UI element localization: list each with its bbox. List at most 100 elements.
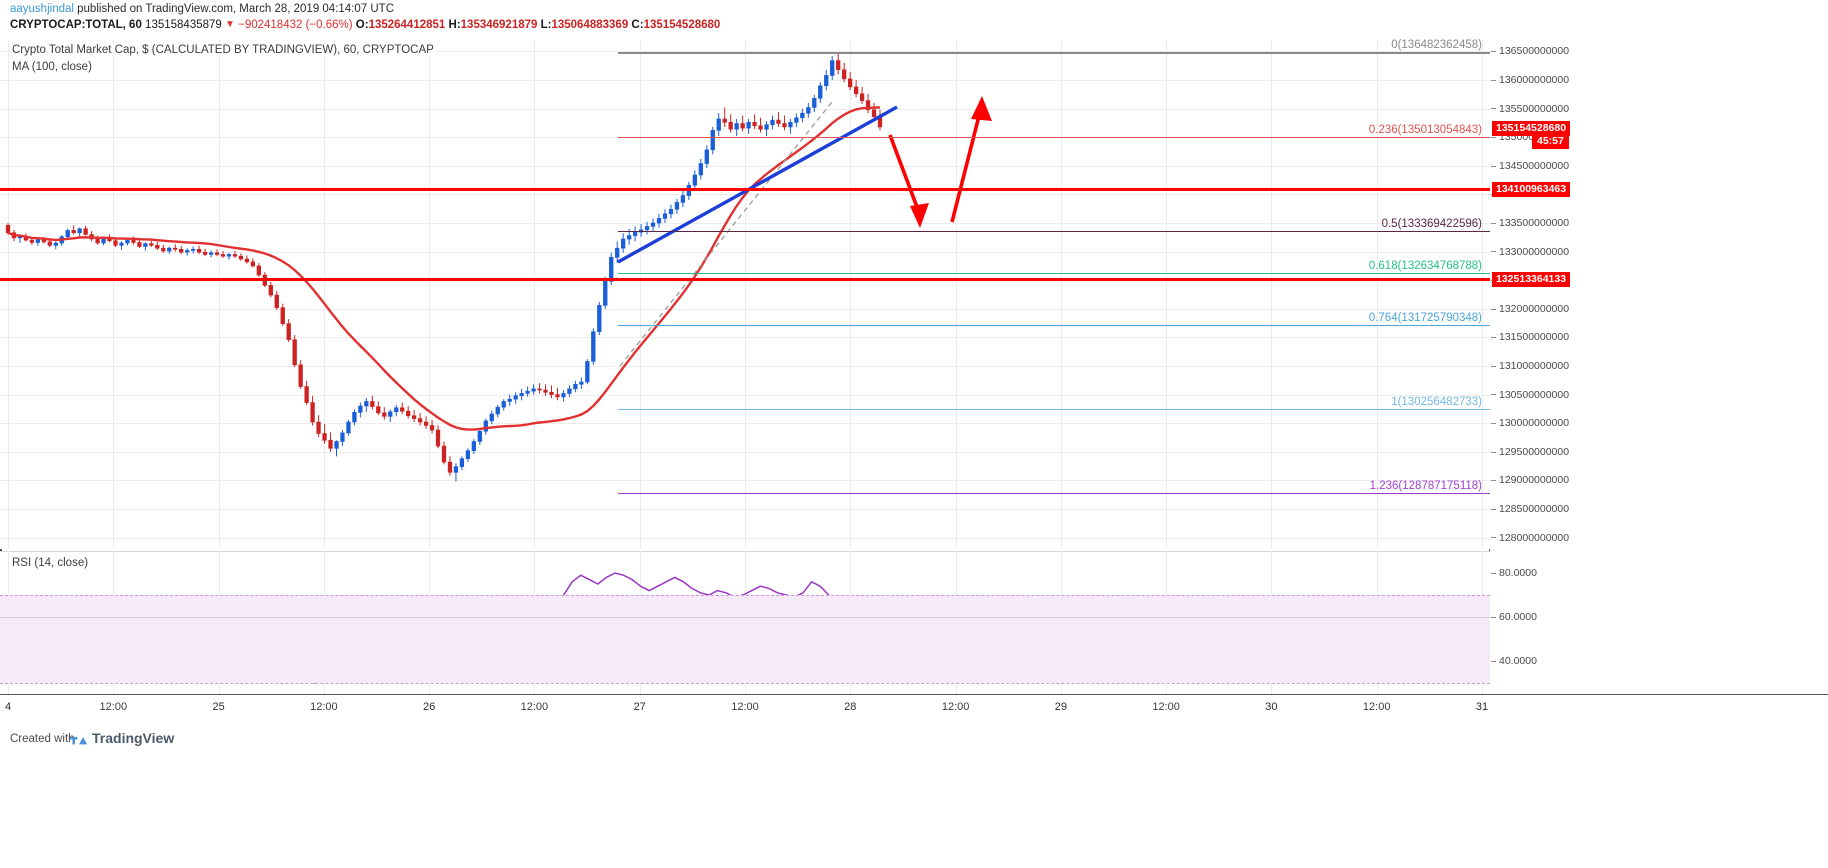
publish-line: aayushjindal published on TradingView.co… — [10, 3, 394, 15]
price-axis-tick: 131500000000 — [1491, 331, 1569, 343]
open-label: O: — [355, 19, 369, 31]
rsi-tick-label: 80.0000 — [1499, 567, 1537, 579]
fib-label: 1(130256482733) — [1391, 395, 1482, 408]
fib-label: 0.618(132634768788) — [1368, 259, 1482, 272]
price-axis-tick: 128000000000 — [1491, 532, 1569, 544]
price-series-legend[interactable]: Crypto Total Market Cap, $ (CALCULATED B… — [10, 44, 436, 56]
fib-line[interactable] — [618, 230, 1490, 232]
tradingview-logo-icon — [70, 737, 88, 745]
fib-line[interactable] — [618, 408, 1490, 410]
time-gridline — [1482, 40, 1483, 549]
ma-legend[interactable]: MA (100, close) — [10, 61, 94, 73]
fib-line[interactable] — [618, 272, 1490, 274]
price-axis[interactable]: 1365000000001360000000001355000000001350… — [1491, 40, 1828, 549]
open-value: 135264412851 — [368, 19, 446, 31]
horizontal-ray[interactable] — [0, 278, 1490, 282]
price-tick-label: 130000000000 — [1499, 417, 1570, 430]
time-axis-label: 25 — [212, 701, 225, 713]
rsi-axis-tick: 60.0000 — [1491, 611, 1537, 623]
price-axis-tick: 133500000000 — [1491, 217, 1569, 229]
down-arrow-icon: ▼ — [225, 19, 235, 30]
current-price-tag[interactable]: 135154528680 — [1492, 121, 1571, 137]
high-value: 135346921879 — [460, 19, 538, 31]
price-pane[interactable]: Crypto Total Market Cap, $ (CALCULATED B… — [0, 40, 1490, 549]
time-axis-label: 4 — [4, 701, 12, 713]
time-gridline — [113, 40, 115, 549]
bar-countdown-tag: 45:57 — [1532, 134, 1569, 150]
time-axis-label: 27 — [633, 701, 646, 713]
price-tick-label: 129500000000 — [1499, 445, 1570, 458]
time-gridline — [745, 40, 746, 549]
fib-line[interactable] — [618, 52, 1490, 54]
price-tick-label: 132000000000 — [1499, 302, 1570, 315]
rsi-tick-label: 60.0000 — [1499, 611, 1537, 623]
low-value: 135064883369 — [551, 19, 629, 31]
horizontal-ray[interactable] — [0, 187, 1490, 191]
high-label: H: — [448, 19, 461, 31]
time-axis-label: 12:00 — [731, 701, 759, 713]
fib-label: 1.236(128787175118) — [1369, 479, 1482, 492]
time-gridline — [323, 40, 325, 549]
price-tick-label: 136000000000 — [1499, 74, 1570, 86]
time-gridline — [1060, 40, 1062, 549]
fib-line[interactable] — [618, 136, 1490, 138]
price-tick-label: 136500000000 — [1499, 45, 1570, 58]
time-gridline — [534, 40, 536, 549]
time-gridline — [8, 40, 9, 549]
time-axis-label: 29 — [1054, 701, 1068, 713]
rsi-pane[interactable]: RSI (14, close) — [0, 551, 1490, 694]
time-axis-label: 12:00 — [520, 701, 549, 713]
time-axis-label: 12:00 — [310, 701, 338, 713]
time-gridline — [1376, 40, 1378, 549]
fib-label: 0(136482362458) — [1391, 39, 1482, 52]
price-axis-tick: 134500000000 — [1491, 160, 1569, 172]
price-tick-label: 134500000000 — [1499, 159, 1570, 172]
ray-price-tag[interactable]: 134100963463 — [1492, 181, 1571, 197]
time-axis-label: 12:00 — [1362, 701, 1391, 713]
rsi-axis-tick: 40.0000 — [1491, 655, 1537, 667]
price-axis-tick: 128500000000 — [1491, 503, 1569, 515]
price-tick-label: 131000000000 — [1499, 360, 1570, 372]
price-change: −902418432 (−0.66%) — [238, 19, 353, 31]
fib-line[interactable] — [618, 492, 1490, 494]
ray-price-tag[interactable]: 132513364133 — [1492, 272, 1571, 288]
price-tick-label: 128500000000 — [1499, 503, 1570, 515]
rsi-legend[interactable]: RSI (14, close) — [10, 557, 91, 569]
time-gridline — [850, 40, 852, 549]
ma-line — [7, 106, 881, 431]
rsi-oversold-line — [0, 683, 1490, 684]
price-tick-label: 129000000000 — [1499, 474, 1570, 487]
price-axis-tick: 129000000000 — [1491, 474, 1569, 486]
rsi-overbought-oversold-band — [0, 595, 1490, 683]
time-axis-label: 28 — [844, 701, 857, 713]
time-axis-label: 12:00 — [99, 701, 128, 713]
rsi-axis[interactable]: 80.0000 60.0000 40.0000 — [1491, 551, 1828, 694]
price-tick-label: 133000000000 — [1499, 245, 1570, 258]
price-tick-label: 130500000000 — [1499, 388, 1570, 401]
annotation-arrows — [888, 96, 992, 228]
price-axis-tick: 136000000000 — [1491, 74, 1569, 86]
candlestick-series — [5, 52, 883, 482]
time-axis-label: 31 — [1475, 701, 1489, 713]
fib-line[interactable] — [618, 324, 1490, 326]
fib-label: 0.236(135013054843) — [1368, 123, 1482, 136]
fib-label: 0.764(131725790348) — [1368, 311, 1482, 324]
price-axis-tick: 132000000000 — [1491, 303, 1569, 315]
rsi-tick-label: 40.0000 — [1499, 655, 1537, 667]
author-name[interactable]: aayushjindal — [10, 3, 74, 15]
price-tick-label: 131500000000 — [1499, 331, 1570, 344]
blue-trendline — [617, 105, 898, 264]
close-value: 135154528680 — [643, 19, 721, 31]
last-price: 135158435879 — [145, 19, 222, 31]
time-axis[interactable]: 4 12:00 25 12:00 26 12:00 27 12:00 28 12:00 29 12:0… — [0, 695, 1828, 723]
price-axis-tick: 130000000000 — [1491, 417, 1569, 429]
price-axis-tick: 130500000000 — [1491, 389, 1569, 401]
time-gridline — [639, 40, 641, 549]
price-tick-label: 128000000000 — [1499, 531, 1570, 544]
symbol-label[interactable]: CRYPTOCAP:TOTAL, 60 — [10, 19, 142, 31]
rsi-axis-tick: 80.0000 — [1491, 567, 1537, 579]
rsi-overbought-line — [0, 595, 1490, 596]
tradingview-brand[interactable]: TradingView — [92, 730, 175, 746]
time-gridline — [218, 40, 220, 549]
